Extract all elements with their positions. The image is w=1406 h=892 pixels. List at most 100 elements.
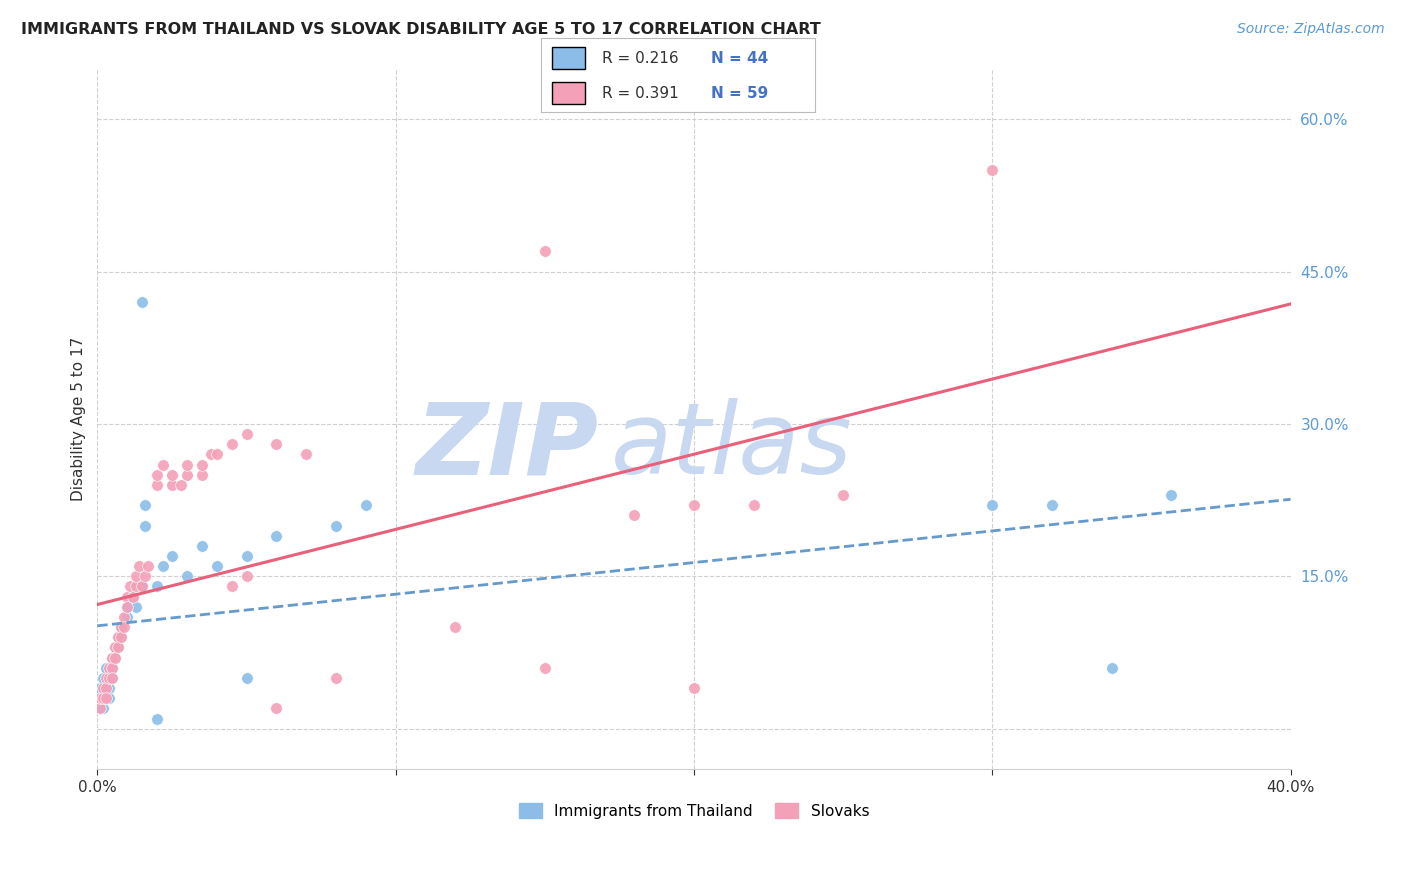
Point [176,458,198,472]
Y-axis label: Disability Age 5 to 17: Disability Age 5 to 17 [72,337,86,501]
Point [444,620,467,634]
Point [110,630,132,644]
Point [107,640,129,655]
Point [115,599,138,614]
Point [832,488,855,502]
Point [325,518,347,533]
Point [136,559,159,574]
Point [176,569,198,583]
Point [160,478,183,492]
FancyBboxPatch shape [553,47,585,69]
Point [295,447,318,461]
Point [683,498,706,512]
Point [107,640,129,655]
Point [354,498,377,512]
Point [146,712,169,726]
Point [533,244,555,259]
Point [152,458,174,472]
Point [89,701,111,715]
Point [134,518,156,533]
Point [266,437,288,451]
Point [107,630,129,644]
Point [96,681,118,695]
Point [325,671,347,685]
Text: Source: ZipAtlas.com: Source: ZipAtlas.com [1237,22,1385,37]
Text: R = 0.391: R = 0.391 [602,86,678,101]
Point [91,691,114,706]
Point [110,630,132,644]
Point [89,691,111,706]
Point [104,650,127,665]
Point [981,498,1004,512]
Point [152,559,174,574]
Point [623,508,645,523]
Text: IMMIGRANTS FROM THAILAND VS SLOVAK DISABILITY AGE 5 TO 17 CORRELATION CHART: IMMIGRANTS FROM THAILAND VS SLOVAK DISAB… [21,22,821,37]
Point [91,681,114,695]
Point [101,661,124,675]
Point [98,671,121,685]
Point [98,681,121,695]
Text: ZIP: ZIP [416,399,599,495]
Point [122,590,145,604]
Point [96,681,118,695]
Point [89,681,111,695]
Point [683,681,706,695]
Point [110,620,132,634]
Legend: Immigrants from Thailand, Slovaks: Immigrants from Thailand, Slovaks [513,797,876,825]
Point [104,640,127,655]
Point [134,569,156,583]
Point [160,467,183,482]
Point [235,549,257,563]
Point [115,599,138,614]
Point [205,447,228,461]
Point [131,295,153,310]
Point [91,691,114,706]
Point [146,580,169,594]
Point [101,661,124,675]
Point [125,599,148,614]
Point [235,569,257,583]
Point [146,467,169,482]
Point [170,478,193,492]
FancyBboxPatch shape [553,82,585,104]
Point [742,498,765,512]
Point [533,661,555,675]
Point [125,580,148,594]
Text: N = 59: N = 59 [711,86,769,101]
Point [125,569,148,583]
Point [91,701,114,715]
Point [98,671,121,685]
Point [107,630,129,644]
Point [120,580,142,594]
Point [96,661,118,675]
Point [221,580,243,594]
Point [1040,498,1063,512]
Point [134,498,156,512]
Point [205,559,228,574]
Point [110,620,132,634]
Point [101,650,124,665]
Text: atlas: atlas [610,399,852,495]
Point [266,529,288,543]
Point [98,661,121,675]
Point [160,549,183,563]
Point [146,478,169,492]
Point [101,650,124,665]
Text: R = 0.216: R = 0.216 [602,51,678,66]
Point [91,671,114,685]
Point [101,671,124,685]
Point [104,650,127,665]
Point [131,580,153,594]
Point [131,580,153,594]
Point [96,671,118,685]
Point [89,701,111,715]
Point [190,458,212,472]
Point [200,447,222,461]
Point [128,559,150,574]
Point [122,590,145,604]
Point [190,539,212,553]
Point [104,640,127,655]
Text: N = 44: N = 44 [711,51,769,66]
Point [266,701,288,715]
Point [1101,661,1123,675]
